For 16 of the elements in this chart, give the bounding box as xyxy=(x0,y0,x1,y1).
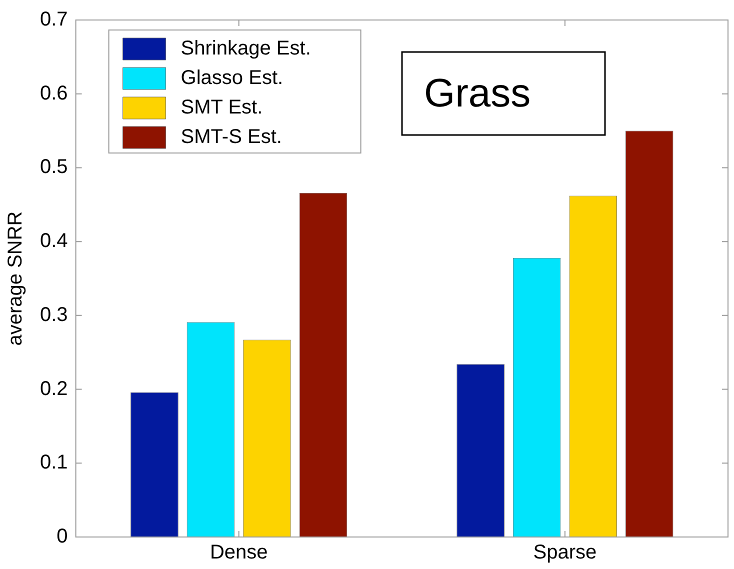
x-tick-label: Dense xyxy=(210,542,268,564)
x-tick-label: Sparse xyxy=(533,542,597,564)
y-tick-label: 0.6 xyxy=(40,82,68,104)
legend-label: Shrinkage Est. xyxy=(180,38,311,60)
annotation: Grass xyxy=(424,72,531,116)
y-tick-label: 0.2 xyxy=(40,378,68,400)
y-tick-label: 0 xyxy=(56,526,68,548)
legend-label: Glasso Est. xyxy=(180,67,284,90)
y-tick-label: 0.7 xyxy=(40,8,68,31)
y-axis-title: average SNRR xyxy=(4,211,27,346)
legend-label: SMT Est. xyxy=(180,96,263,119)
y-tick-label: 0.3 xyxy=(40,304,68,326)
legend-label: SMT-S Est. xyxy=(180,126,282,148)
y-tick-label: 0.5 xyxy=(40,156,68,178)
y-tick-label: 0.4 xyxy=(40,230,68,252)
y-tick-label: 0.1 xyxy=(40,452,68,474)
